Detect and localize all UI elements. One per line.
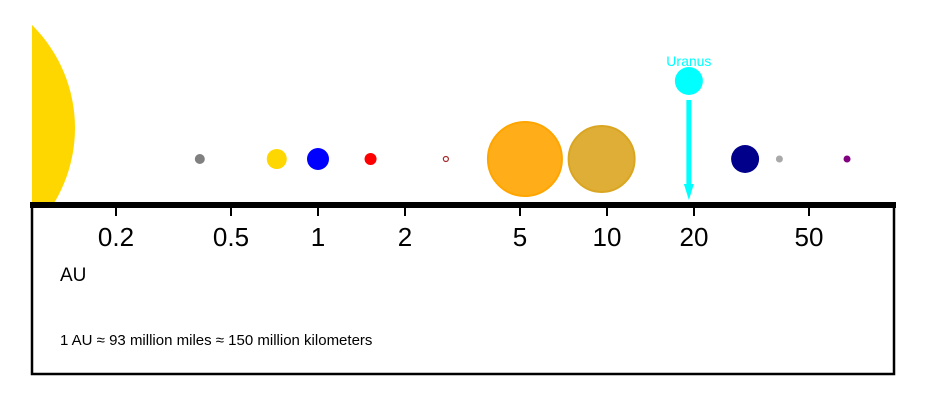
highlight-arrow-head <box>683 184 694 200</box>
x-tick-label: 0.5 <box>213 222 249 252</box>
body-marker <box>775 155 783 163</box>
x-tick-label: 20 <box>680 222 709 252</box>
unit-label: AU <box>60 265 86 286</box>
body-marker <box>486 121 563 197</box>
body-marker <box>843 155 851 163</box>
body-marker <box>266 149 287 169</box>
x-tick-label: 5 <box>513 222 527 252</box>
distance-note: 1 AU ≈ 93 million miles ≈ 150 million ki… <box>60 332 372 349</box>
body-marker <box>442 155 449 163</box>
body-marker <box>194 154 205 164</box>
x-tick-label: 50 <box>795 222 824 252</box>
x-tick-label: 10 <box>593 222 622 252</box>
body-marker <box>567 125 636 193</box>
x-tick-label: 1 <box>311 222 325 252</box>
x-tick-label: 2 <box>398 222 412 252</box>
body-marker <box>307 148 329 170</box>
body-marker <box>731 145 760 173</box>
sun-marker <box>32 25 75 203</box>
body-marker <box>364 153 377 165</box>
highlight-label: Uranus <box>666 53 711 69</box>
body-marker <box>674 67 703 95</box>
x-tick-label: 0.2 <box>98 222 134 252</box>
